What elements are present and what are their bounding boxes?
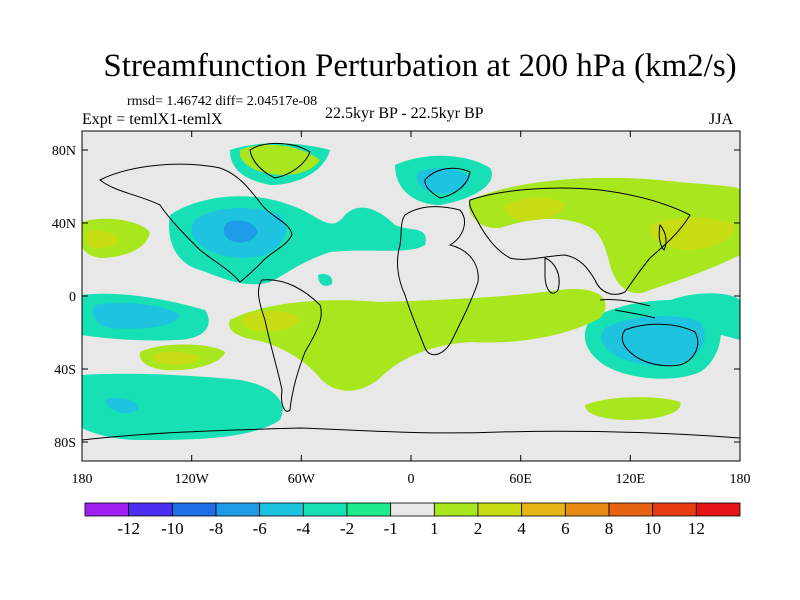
coastlines [82,142,740,441]
lon-tick-label: 60W [288,472,316,487]
colorbar-label: 6 [561,519,570,538]
anomaly-region-south-pacific [82,373,283,440]
lon-tick-label: 120E [616,472,646,487]
colorbar-label: -1 [384,519,398,538]
colorbar-swatch [695,502,741,517]
colorbar-label: -12 [117,519,140,538]
anomaly-core-north-pacific [649,217,735,250]
lat-tick-label: 0 [69,290,76,305]
colorbar-label: -8 [209,519,223,538]
colorbar-swatch [564,502,610,517]
colorbar-swatch [652,502,697,517]
latitude-axis: 80N 40N 0 40S 80S [52,144,740,451]
colorbar-swatch [390,502,435,517]
colorbar-swatch [215,502,261,517]
lon-tick-label: 60E [509,472,532,487]
anomaly-core-gulf [223,220,258,243]
season-label: JJA [709,111,734,128]
colorbar-label: -2 [340,519,354,538]
coast-north-america [99,163,293,283]
colorbar-swatch [608,502,654,517]
anomaly-positive-southern-ocean [585,397,681,420]
coast-australia [621,323,699,367]
lon-tick-label: 180 [72,472,93,487]
colorbar-label: 8 [605,519,614,538]
lon-tick-label: 180 [730,472,751,487]
coast-japan [658,223,667,251]
longitude-axis: 180 120W 60W 0 60E 120E 180 [72,131,751,487]
colorbar-label: 12 [688,519,705,538]
colorbar-swatch [302,502,348,517]
colorbar-swatch [259,502,304,517]
colorbar-label: 1 [430,519,439,538]
coast-india [544,257,560,294]
coast-asia [469,187,691,295]
colorbar: -12 -10 -8 -6 -4 -2 -1 1 2 4 6 8 10 12 [84,502,741,538]
anomaly-core-south-atlantic [242,310,300,332]
anomaly-region-spot [318,274,333,286]
colorbar-swatch [128,502,173,517]
coast-antarctica [82,427,740,441]
rmsd-diff-stats: rmsd= 1.46742 diff= 2.04517e-08 [127,94,318,109]
coast-greenland [249,142,311,179]
lat-tick-label: 40N [52,217,76,232]
anomaly-core-south-pacific [105,398,139,414]
coast-indonesia [599,299,656,319]
colorbar-label: 2 [474,519,483,538]
anomaly-core-tropical-pacific [93,303,180,329]
anomaly-positive-band [228,289,606,391]
period-label: 22.5kyr BP - 22.5kyr BP [325,105,484,122]
colorbar-label: 4 [517,519,526,538]
lat-tick-label: 40S [54,363,76,378]
anomaly-core-south-pacific-positive [153,351,200,365]
coast-europe-africa [397,206,479,356]
anomaly-region-east-pacific [670,293,740,340]
experiment-label: Expt = temlX1-temlX [82,111,223,128]
colorbar-label: -6 [253,519,267,538]
lat-tick-label: 80N [52,144,76,159]
colorbar-label: -4 [296,519,311,538]
map-panel [82,131,740,461]
colorbar-swatch [346,502,392,517]
lat-tick-label: 80S [54,436,76,451]
colorbar-swatch [84,502,130,517]
coast-scandinavia [424,167,471,199]
colorbar-swatch [477,502,523,517]
colorbar-swatch [433,502,479,517]
colorbar-swatch [171,502,217,517]
colorbar-label: 10 [644,519,661,538]
anomaly-core-west-pacific [86,230,118,249]
anomaly-core-central-asia [504,197,565,221]
plot-title: Streamfunction Perturbation at 200 hPa (… [103,48,737,84]
anomaly-core-europe [416,168,470,194]
colorbar-swatch [521,502,566,517]
lon-tick-label: 120W [175,472,210,487]
coast-south-america [257,279,322,412]
lon-tick-label: 0 [408,472,415,487]
anomaly-core-australia [601,316,705,366]
colorbar-label: -10 [161,519,184,538]
